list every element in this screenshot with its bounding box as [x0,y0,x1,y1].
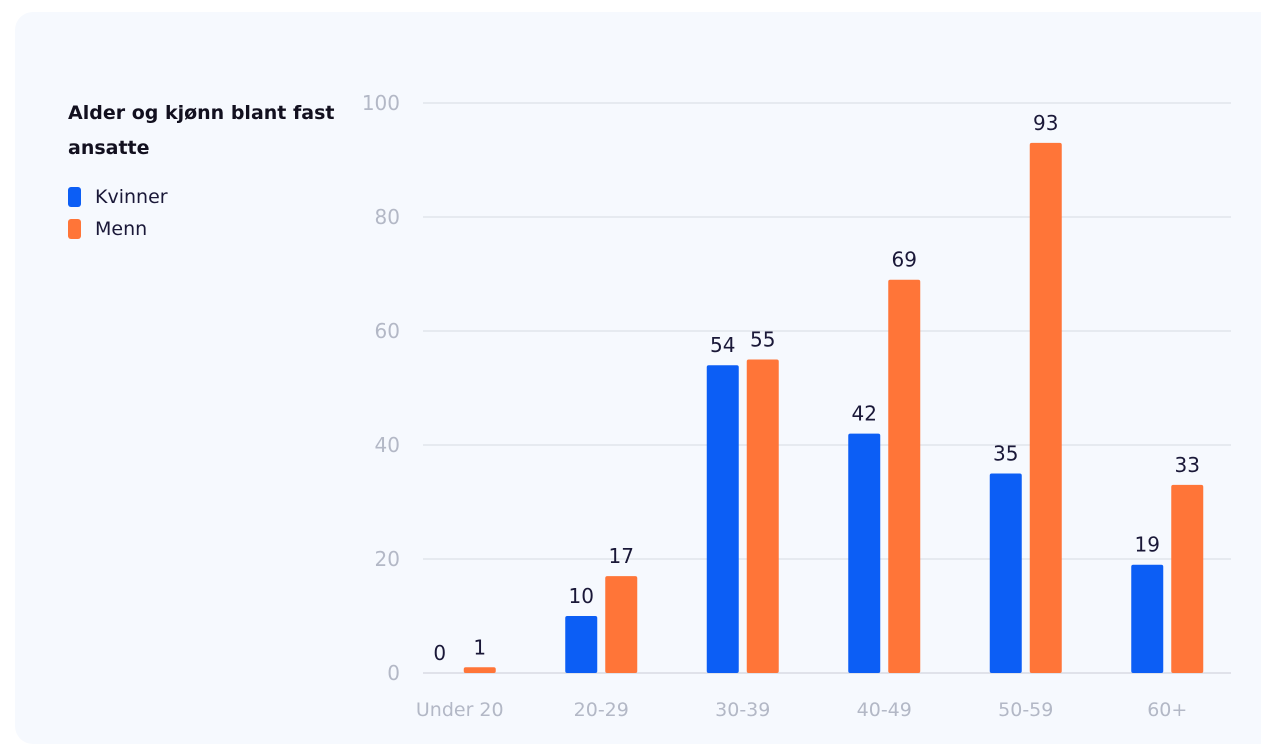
y-tick-label-80: 80 [375,205,400,229]
legend-swatch-menn [68,219,81,239]
chart-title: Alder og kjønn blant fast ansatte [68,102,335,159]
legend-item-kvinner: Kvinner [68,181,338,213]
x-tick-label-5: 60+ [1147,699,1187,721]
legend-label-menn: Menn [95,218,148,240]
data-label-menn-4: 93 [1033,111,1058,135]
legend: Kvinner Menn [68,181,338,245]
data-label-menn-2: 55 [750,328,775,352]
y-tick-label-0: 0 [387,661,400,685]
data-label-menn-0: 1 [473,635,486,659]
bar-menn-5 [1171,484,1204,673]
x-tick-label-2: 30-39 [715,699,770,721]
chart-sidebar: Alder og kjønn blant fast ansatte Kvinne… [68,96,338,245]
data-label-kvinner-4: 35 [993,442,1018,466]
legend-swatch-kvinner [68,187,81,207]
y-tick-label-40: 40 [375,433,400,457]
legend-label-kvinner: Kvinner [95,186,168,208]
bar-kvinner-4 [989,473,1022,673]
data-label-kvinner-0: 0 [433,641,446,665]
x-tick-label-1: 20-29 [574,699,629,721]
x-tick-label-3: 40-49 [857,699,912,721]
data-label-kvinner-1: 10 [569,584,594,608]
x-tick-label-0: Under 20 [416,699,504,721]
y-tick-label-20: 20 [375,547,400,571]
bar-menn-4 [1029,142,1062,673]
bar-menn-3 [888,279,921,673]
x-tick-label-4: 50-59 [998,699,1053,721]
y-tick-label-60: 60 [375,319,400,343]
data-label-menn-5: 33 [1175,453,1200,477]
bar-kvinner-3 [848,433,881,673]
bar-kvinner-1 [565,616,598,673]
data-label-menn-3: 69 [892,248,917,272]
data-label-kvinner-2: 54 [710,333,735,357]
bar-kvinner-2 [706,365,739,673]
bar-menn-0 [463,667,496,673]
data-label-kvinner-5: 19 [1135,533,1160,557]
legend-item-menn: Menn [68,213,338,245]
bar-kvinner-5 [1131,564,1164,673]
data-label-menn-1: 17 [609,544,634,568]
data-label-kvinner-3: 42 [852,402,877,426]
bar-menn-2 [746,359,779,673]
y-tick-label-100: 100 [362,91,400,115]
bar-menn-1 [605,576,638,673]
